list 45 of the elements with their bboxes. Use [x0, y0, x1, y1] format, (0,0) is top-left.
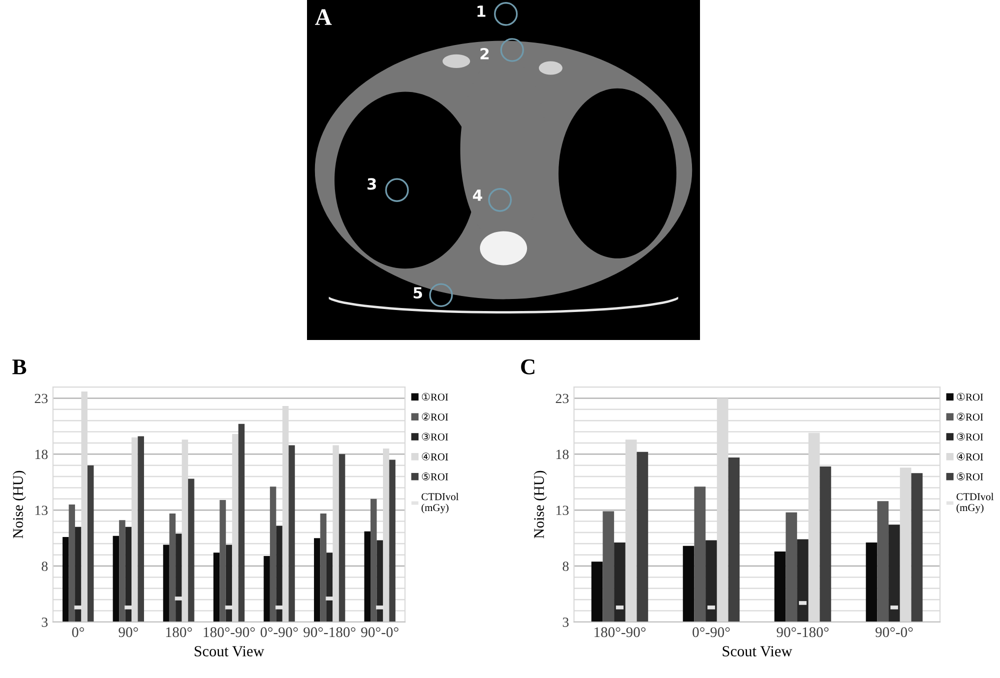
x-tick-label: 90°-180° — [776, 627, 829, 638]
y-tick-label: 3 — [562, 618, 569, 627]
x-tick-label: 90°-180° — [304, 627, 356, 638]
chart-title: C — [521, 359, 534, 374]
x-tick-label: 180°-90° — [594, 627, 646, 638]
y-tick-label: 3 — [42, 618, 48, 627]
x-tick-label: 90° — [118, 627, 138, 638]
text: 4 — [472, 190, 482, 201]
x-tick-label: 0° — [72, 627, 84, 638]
legend-label: CTDIvol (mGy) — [956, 492, 994, 514]
text: 5 — [414, 287, 422, 299]
y-tick-label: 13 — [556, 506, 569, 516]
y-axis-title: Noise (HU) — [534, 470, 547, 538]
legend-label: ④ROI — [956, 452, 984, 460]
y-tick-label: 8 — [562, 562, 569, 571]
text: 3 — [368, 178, 376, 190]
legend-label: ⑤ROI — [956, 472, 984, 480]
x-tick-label: 0°-90° — [692, 627, 730, 638]
legend-label: ③ROI — [956, 432, 984, 440]
y-tick-label: 23 — [556, 394, 569, 404]
y-tick-label: 18 — [556, 450, 569, 460]
text: 1 — [478, 6, 486, 17]
x-tick-label: 180° — [166, 627, 192, 638]
legend-label: ⑤ROI — [422, 472, 448, 480]
text: A — [315, 9, 332, 25]
x-tick-label: 90°-0° — [876, 627, 913, 638]
x-axis-title: Scout View — [194, 646, 264, 656]
legend-label: ①ROI — [956, 392, 984, 401]
x-tick-label: 90°-0° — [361, 627, 398, 638]
legend-label: ②ROI — [422, 412, 448, 421]
y-tick-label: 18 — [35, 450, 48, 460]
x-tick-label: 180°-90° — [204, 627, 255, 638]
y-axis-title: Noise (HU) — [12, 470, 26, 538]
chart-title: B — [12, 360, 26, 374]
text: 2 — [480, 48, 489, 60]
legend-label: ④ROI — [422, 452, 448, 460]
legend-label: ③ROI — [422, 432, 448, 440]
x-axis-title: Scout View — [722, 646, 792, 656]
legend-label: ②ROI — [956, 412, 984, 421]
y-tick-label: 13 — [35, 506, 48, 516]
legend-label: ①ROI — [422, 392, 448, 401]
legend-label: CTDIvol (mGy) — [422, 492, 459, 514]
y-tick-label: 8 — [42, 562, 48, 571]
y-tick-label: 23 — [34, 394, 48, 404]
x-tick-label: 0°-90° — [260, 627, 298, 638]
